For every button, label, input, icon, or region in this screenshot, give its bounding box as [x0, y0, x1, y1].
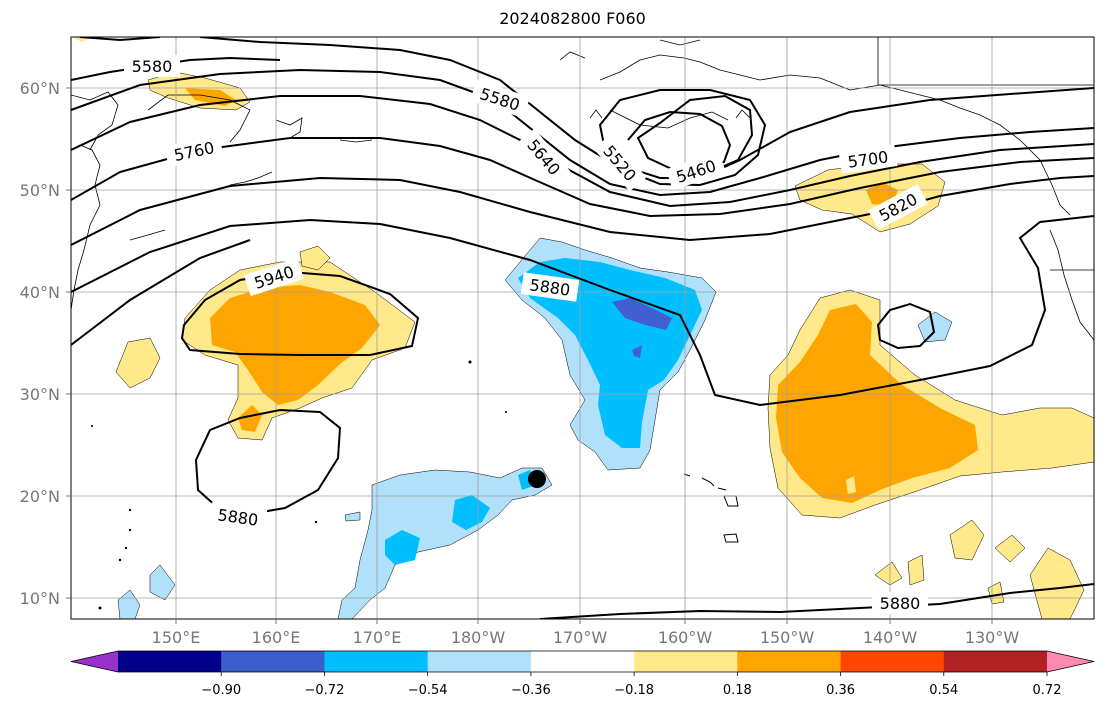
- contour-label-backgrounds: [124, 55, 928, 614]
- lat-label: 40°N: [20, 283, 60, 302]
- colorbar-tick-label: −0.90: [201, 683, 241, 698]
- colorbar-segment: [840, 651, 945, 672]
- colorbar-tick-label: −0.54: [408, 683, 448, 698]
- map-title: 2024082800 F060: [499, 9, 646, 28]
- lon-label: 170°E: [353, 628, 402, 647]
- colorbar-outline: [70, 650, 1095, 673]
- colorbar: −0.90 −0.72 −0.54 −0.36 −0.18 0.18 0.36 0.54 0.7…: [70, 650, 1095, 698]
- small-islands: [91, 360, 507, 610]
- contour-label: 5580: [132, 57, 173, 76]
- location-marker: [528, 470, 546, 488]
- colorbar-segment: [943, 651, 1048, 672]
- lon-label: 150°E: [152, 628, 201, 647]
- colorbar-segment: [530, 651, 635, 672]
- colorbar-extend-low: [71, 651, 118, 672]
- colorbar-segment: [427, 651, 532, 672]
- lat-label: 60°N: [20, 79, 60, 98]
- lon-label: 150°W: [760, 628, 815, 647]
- colorbar-extend-high: [1047, 651, 1094, 672]
- lon-label: 160°E: [252, 628, 301, 647]
- colorbar-tick-label: −0.18: [614, 683, 654, 698]
- map-frame: [70, 36, 1095, 620]
- colorbar-segment: [634, 651, 738, 672]
- colorbar-tick-label: 0.36: [826, 683, 855, 698]
- lat-label: 30°N: [20, 385, 60, 404]
- colorbar-segment: [221, 651, 325, 672]
- hawaiian-islands: [683, 473, 739, 543]
- colorbar-tick-label: −0.72: [305, 683, 345, 698]
- height-contours: [71, 37, 1094, 619]
- lat-label: 10°N: [20, 589, 60, 608]
- colorbar-ticks: −0.90 −0.72 −0.54 −0.36 −0.18 0.18 0.36 0.54 0.7…: [201, 672, 1062, 698]
- colorbar-segment: [737, 651, 842, 672]
- lat-label: 50°N: [20, 181, 60, 200]
- axis-ticks: [66, 87, 993, 624]
- lon-label: 170°W: [553, 628, 608, 647]
- gridlines: [71, 37, 1094, 619]
- latitude-labels: 60°N 50°N 40°N 30°N 20°N 10°N: [20, 79, 60, 608]
- lat-label: 20°N: [20, 487, 60, 506]
- coastlines: [71, 37, 1094, 341]
- longitude-labels: 150°E 160°E 170°E 180°W 170°W 160°W 150°…: [152, 628, 1020, 647]
- positive-anomaly-regions: [72, 37, 1094, 619]
- colorbar-tick-label: 0.72: [1033, 683, 1062, 698]
- lon-label: 160°W: [658, 628, 713, 647]
- colorbar-tick-label: 0.18: [723, 683, 752, 698]
- lon-label: 180°W: [451, 628, 506, 647]
- contour-label: 5880: [880, 594, 921, 613]
- colorbar-segment: [324, 651, 429, 672]
- colorbar-segment: [118, 651, 222, 672]
- lon-label: 130°W: [965, 628, 1020, 647]
- lon-label: 140°W: [863, 628, 918, 647]
- colorbar-tick-label: 0.54: [929, 683, 958, 698]
- colorbar-tick-label: −0.36: [511, 683, 551, 698]
- colorbar-segments: [70, 650, 1095, 673]
